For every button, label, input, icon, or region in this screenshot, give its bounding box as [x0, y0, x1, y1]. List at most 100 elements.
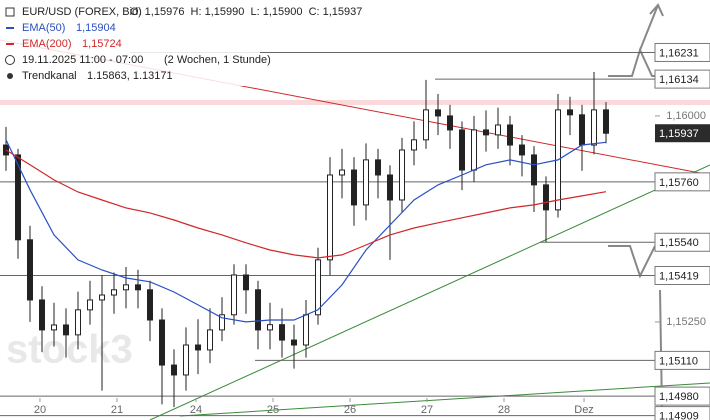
candle-body [99, 294, 105, 301]
candle-body [579, 114, 585, 146]
legend-value: 1,15904 [76, 22, 116, 34]
x-tick-label: 27 [421, 404, 433, 416]
current-price-label: 1,15937 [659, 128, 699, 140]
candle-body [183, 344, 189, 376]
level-box [654, 266, 710, 286]
candle-body [111, 289, 117, 296]
level-label: 1,15419 [659, 270, 699, 282]
trend-name: Trendkanal [22, 70, 77, 82]
candle-body [231, 274, 237, 316]
y-tick-label: 1,15250 [666, 316, 706, 328]
watermark: stock3 [6, 328, 133, 372]
candle-body [339, 169, 345, 176]
level-label: 1,14980 [659, 391, 699, 403]
candle-body [603, 109, 609, 134]
axis: 1,16000 1,15250 1,16231 1,16134 1,15760 1,155… [34, 42, 710, 420]
candle-body [147, 289, 153, 321]
candle-body [387, 174, 393, 201]
y-tick-label: 1,16000 [666, 110, 706, 122]
level-box [654, 386, 710, 406]
level-box [654, 350, 710, 370]
candle-body [159, 319, 165, 366]
candle-body [123, 284, 129, 291]
candle-body [39, 299, 45, 331]
legend-bg [0, 0, 260, 86]
candle-body [447, 115, 453, 131]
x-tick-label: Dez [574, 404, 594, 416]
x-tick-label: 20 [34, 404, 46, 416]
legend-name: EMA(200) [22, 38, 72, 50]
x-tick-label: 28 [498, 404, 510, 416]
candle-body [63, 324, 69, 336]
clock-icon [5, 55, 15, 65]
candle-body [531, 154, 537, 186]
trend-line-green [179, 382, 710, 417]
candle-body [27, 239, 33, 301]
legend-icon [5, 7, 15, 17]
candle-body [279, 324, 285, 341]
x-tick-label: 25 [267, 404, 279, 416]
trend-values: 1.15863, 1.13171 [87, 70, 173, 82]
ema-line [5, 139, 607, 323]
level-label: 1,15110 [659, 355, 698, 367]
candle-body [399, 149, 405, 201]
level-box [654, 172, 710, 192]
ohlc: O: 1,15976 H: 1,15990 L: 1,15900 C: 1,15… [130, 6, 362, 18]
resistance-band [0, 100, 710, 105]
x-tick-label: 24 [190, 404, 202, 416]
current-price-box [655, 124, 710, 143]
candle-body [303, 314, 309, 346]
candle-body [51, 324, 57, 331]
candle-body [471, 129, 477, 171]
candle-body [243, 274, 249, 291]
candle-body [495, 124, 501, 136]
candle-body [459, 129, 465, 171]
x-tick-label: 26 [344, 404, 356, 416]
watermark-group: stock3 [6, 328, 133, 372]
candle-body [483, 129, 489, 136]
period: 19.11.2025 11:00 - 07:00 [22, 54, 143, 66]
ema-line [5, 149, 607, 259]
candle-body [411, 139, 417, 151]
level-label: 1,16231 [659, 47, 699, 59]
legend: EUR/USD (FOREX, Bid) O: 1,15976 H: 1,159… [0, 0, 362, 86]
candle-body [291, 339, 297, 346]
candle-body [171, 364, 177, 376]
candle-body [255, 289, 261, 331]
candle-body [207, 329, 213, 351]
candle-body [267, 324, 273, 331]
candle-body [519, 144, 525, 156]
symbol: EUR/USD (FOREX, Bid) [22, 6, 142, 18]
candle-body [195, 344, 201, 351]
level-label: 1,15760 [659, 177, 699, 189]
level-label: 1,15540 [659, 237, 699, 249]
candle-body [591, 109, 597, 146]
candle-body [351, 169, 357, 206]
candle-body [375, 159, 381, 176]
candle-body [315, 259, 321, 316]
trend-icon [7, 73, 13, 79]
projection-arrow [608, 245, 656, 279]
candle-body [327, 174, 333, 261]
level-box [654, 42, 710, 62]
level-label: 1,16134 [659, 74, 699, 86]
candle-body [15, 154, 21, 241]
candle-body [219, 314, 225, 331]
projection-arrow-head [649, 3, 664, 17]
candle-body [567, 109, 573, 116]
level-box [654, 69, 710, 89]
level-box [654, 232, 710, 252]
legend-value: 1,15724 [82, 38, 122, 50]
candle-body [423, 109, 429, 141]
candle-body [435, 109, 441, 117]
x-tick-label: 21 [111, 404, 123, 416]
candle-body [543, 184, 549, 211]
candle-body [87, 299, 93, 311]
level-label: 1,14909 [659, 411, 699, 420]
projection-arrow [639, 4, 659, 51]
candle-body [363, 159, 369, 206]
legend-name: EMA(50) [22, 22, 65, 34]
level-box [654, 406, 710, 420]
range: (2 Wochen, 1 Stunde) [164, 54, 271, 66]
